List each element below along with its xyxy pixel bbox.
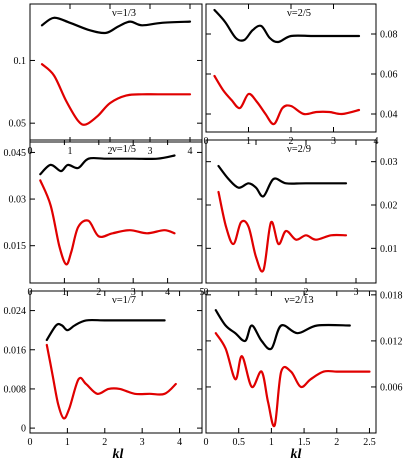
- y-tick-label: 0.012: [380, 336, 403, 347]
- panel-title: ν=1/5: [112, 144, 136, 155]
- panel-title: ν=1/7: [112, 295, 136, 306]
- series-upper-line: [217, 164, 348, 198]
- y-tick-label: 0.02: [380, 201, 398, 212]
- panels: 0 1 2 3 4 0.05 0.1 ν=1/3 0 1 2 3 4 0.04 0.06 0.08 ν=2/5 0…: [4, 3, 403, 448]
- x-tick-label: 1: [269, 437, 274, 448]
- plot-frame: [29, 290, 203, 434]
- x-tick-label: 2: [304, 287, 309, 298]
- y-tick-label: 0.018: [380, 290, 403, 301]
- x-tick-label: 2.5: [363, 437, 376, 448]
- panel-6: 0 0.5 1 1.5 2 2.5 0.006 0.012 0.018 ν=2/13: [204, 290, 403, 448]
- x-axis-label-left: kl: [113, 447, 124, 462]
- y-tick-label: 0.05: [9, 119, 27, 130]
- series-upper-line: [39, 154, 176, 176]
- series-lower-line: [45, 343, 177, 420]
- y-tick-label: 0.015: [4, 241, 27, 252]
- y-tick-label: 0.008: [4, 384, 27, 395]
- series-upper-line: [45, 318, 166, 342]
- y-tick-label: 0.06: [380, 70, 398, 81]
- y-tick-label: 0.024: [4, 306, 27, 317]
- panel-4: 01230.010.020.03ν=2/9: [204, 139, 398, 298]
- panel-title: ν=2/5: [287, 8, 311, 19]
- panel-1: 0 1 2 3 40.050.1ν=1/3: [9, 3, 203, 157]
- series-lower-line: [217, 190, 348, 273]
- x-tick-label: 3: [331, 136, 336, 147]
- x-tick-label: 4: [188, 146, 193, 157]
- x-tick-label: 1: [254, 287, 259, 298]
- x-tick-label: 0.5: [232, 437, 245, 448]
- series-lower-line: [214, 332, 371, 428]
- x-tick-label: 1: [246, 136, 251, 147]
- plot-frame: [29, 3, 203, 143]
- panel-title: ν=2/13: [284, 295, 313, 306]
- x-tick-label: 0: [204, 437, 209, 448]
- y-tick-label: 0.1: [14, 56, 27, 67]
- x-tick-label: 4: [177, 437, 182, 448]
- x-tick-label: 2: [289, 136, 294, 147]
- y-tick-label: 0: [21, 424, 26, 435]
- x-tick-label: 2: [108, 146, 113, 157]
- x-tick-label: 3: [148, 146, 153, 157]
- series-upper-line: [214, 309, 351, 351]
- plot-frame: [29, 139, 203, 284]
- x-tick-label: 0: [28, 437, 33, 448]
- x-tick-label: 3: [140, 437, 145, 448]
- y-tick-label: 0.08: [380, 30, 398, 41]
- x-tick-label: 1: [62, 287, 67, 298]
- x-tick-label: 3: [354, 287, 359, 298]
- x-tick-label: 1: [65, 437, 70, 448]
- x-tick-label: 2: [96, 287, 101, 298]
- x-tick-label: 1: [68, 146, 73, 157]
- x-axis-label-right: kl: [291, 447, 302, 462]
- series-upper-line: [213, 8, 361, 44]
- panel-5: 0 1 2 3 4 0 0.008 0.016 0.024 ν=1/7: [4, 290, 203, 448]
- y-tick-label: 0.016: [4, 345, 27, 356]
- series-lower-line: [39, 179, 176, 266]
- panel-title: ν=2/9: [287, 144, 311, 155]
- series-upper-line: [40, 16, 192, 35]
- x-tick-label: 1.5: [298, 437, 311, 448]
- y-tick-label: 0.03: [9, 195, 27, 206]
- x-tick-label: 2: [102, 437, 107, 448]
- plot-frame: [205, 139, 377, 284]
- panel-title: ν=1/3: [112, 8, 136, 19]
- y-tick-label: 0.01: [380, 244, 398, 255]
- series-lower-line: [213, 74, 361, 126]
- y-tick-label: 0.04: [380, 110, 398, 121]
- x-tick-label: 4: [165, 287, 170, 298]
- series-lower-line: [40, 63, 192, 126]
- x-tick-label: 2: [334, 437, 339, 448]
- y-tick-label: 0.03: [380, 157, 398, 168]
- plot-frame: [205, 290, 377, 434]
- x-tick-label: 3: [131, 287, 136, 298]
- y-tick-label: 0.045: [4, 148, 27, 159]
- y-tick-label: 0.006: [380, 382, 403, 393]
